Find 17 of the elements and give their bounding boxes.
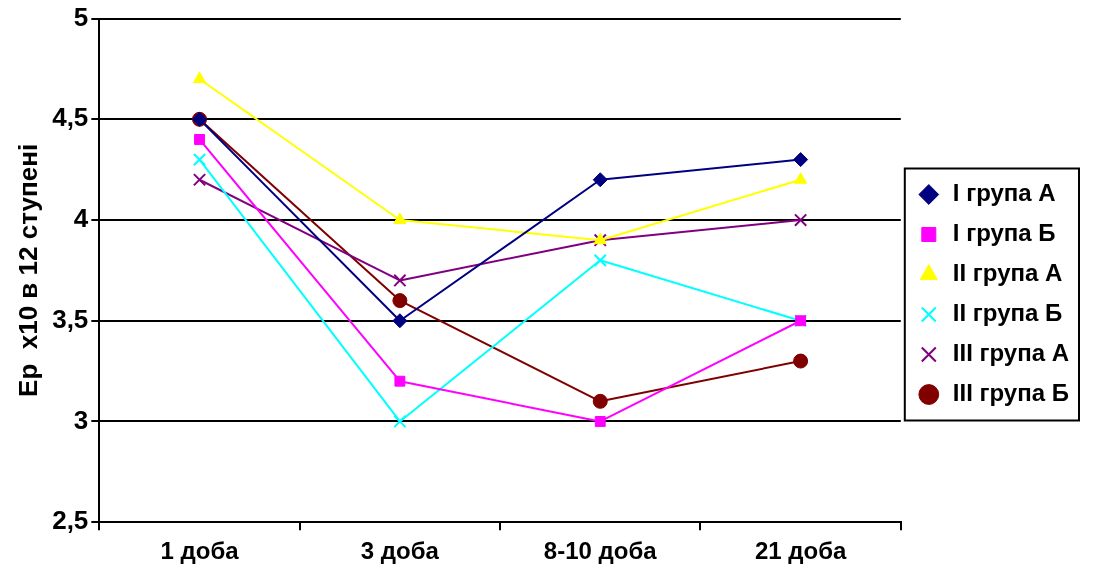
y-tick-label: 4,5 [52, 102, 89, 133]
x-tick-label: 1 доба [160, 537, 240, 565]
legend-label: I група Б [952, 219, 1056, 247]
legend-label: III група Б [952, 379, 1069, 407]
legend-label: II група А [952, 259, 1063, 287]
y-tick-label: 2,5 [52, 505, 89, 536]
legend-label: I група А [952, 179, 1056, 207]
y-tick-label: 4 [73, 203, 89, 234]
y-tick-label: 3,5 [52, 303, 89, 334]
x-tick-label: 8-10 доба [543, 537, 658, 565]
y-axis-title: Ер х10 в 12 ступені [12, 143, 43, 397]
y-tick-label: 3 [73, 404, 89, 435]
y-tick-label: 5 [73, 1, 89, 32]
legend-label: III група А [952, 339, 1069, 367]
legend-label: II група Б [952, 299, 1063, 327]
x-tick-label: 21 доба [754, 537, 847, 565]
x-tick-label: 3 доба [360, 537, 440, 565]
